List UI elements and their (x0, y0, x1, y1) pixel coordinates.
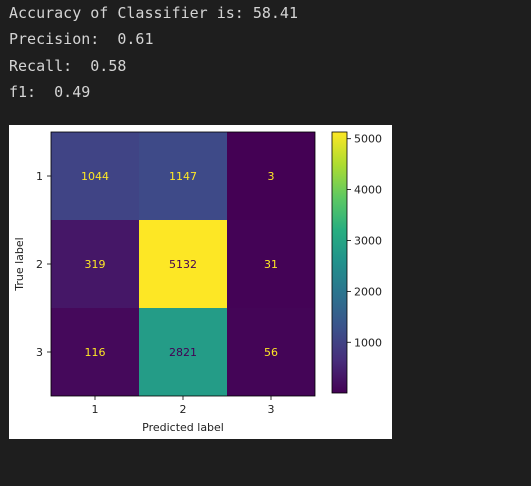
cell-value-3-1: 116 (85, 346, 106, 359)
x-tick-label-1: 1 (92, 403, 99, 416)
cell-value-2-2: 5132 (169, 258, 197, 271)
cell-value-1-3: 3 (268, 170, 275, 183)
cell-value-1-1: 1044 (81, 170, 109, 183)
y-tick-label-3: 3 (36, 346, 43, 359)
f1-line: f1: 0.49 (9, 83, 91, 101)
confusion-matrix-figure: 1044 1147 3 319 5132 31 116 2821 56 1 2 3 1 2 3 Pred… (9, 125, 392, 439)
cell-1-1 (51, 132, 139, 220)
cell-2-1 (51, 220, 139, 308)
cell-1-2 (139, 132, 227, 220)
cell-1-3 (227, 132, 315, 220)
recall-line: Recall: 0.58 (9, 57, 127, 75)
accuracy-line: Accuracy of Classifier is: 58.41 (9, 4, 298, 22)
colorbar-tick-label-5000: 5000 (354, 133, 382, 146)
x-axis-label: Predicted label (142, 421, 224, 434)
y-tick-label-2: 2 (36, 258, 43, 271)
colorbar (332, 132, 347, 393)
x-tick-label-2: 2 (180, 403, 187, 416)
y-tick-label-1: 1 (36, 170, 43, 183)
cell-3-2 (139, 308, 227, 396)
cell-3-1 (51, 308, 139, 396)
y-axis-label: True label (13, 237, 26, 291)
colorbar-frame (331, 131, 348, 394)
cell-value-3-2: 2821 (169, 346, 197, 359)
colorbar-tick-label-2000: 2000 (354, 285, 382, 298)
x-tick-label-3: 3 (268, 403, 275, 416)
cell-2-3 (227, 220, 315, 308)
cell-2-2 (139, 220, 227, 308)
confusion-matrix-chart: 1044 1147 3 319 5132 31 116 2821 56 1 2 3 1 2 3 Pred… (13, 131, 382, 434)
colorbar-tick-label-1000: 1000 (354, 336, 382, 349)
colorbar-tick-label-4000: 4000 (354, 184, 382, 197)
cell-3-3 (227, 308, 315, 396)
colorbar-tick-label-3000: 3000 (354, 234, 382, 247)
cell-value-2-3: 31 (264, 258, 278, 271)
cell-value-1-2: 1147 (169, 170, 197, 183)
precision-line: Precision: 0.61 (9, 30, 154, 48)
cell-value-3-3: 56 (264, 346, 278, 359)
cell-value-2-1: 319 (85, 258, 106, 271)
